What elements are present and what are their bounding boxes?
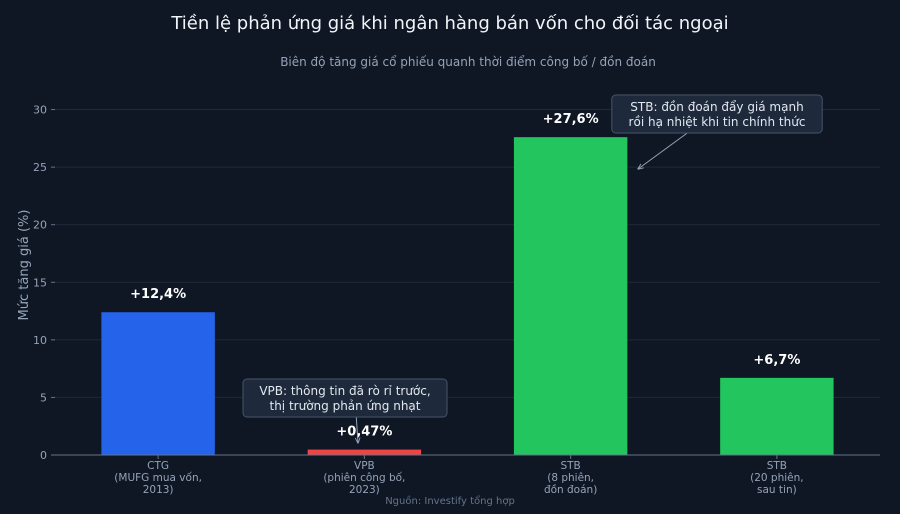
bar: [513, 137, 628, 455]
y-axis-ticks: 0 5 10 15 20 25 30: [33, 104, 55, 462]
chart-title: Tiền lệ phản ứng giá khi ngân hàng bán v…: [170, 13, 728, 34]
bar: [307, 449, 422, 455]
x-tick-label: (phiên công bố,: [323, 472, 405, 484]
bars: [101, 137, 834, 455]
x-tick-label: (20 phiên,: [750, 472, 803, 484]
x-tick-label: CTG: [147, 460, 169, 472]
value-label: +6,7%: [753, 353, 800, 368]
bar: [720, 377, 834, 455]
y-tick-label: 0: [40, 449, 47, 462]
x-tick-label: (8 phiên,: [547, 472, 594, 484]
y-tick-label: 25: [33, 161, 47, 174]
source-note: Nguồn: Investify tổng hợp: [385, 494, 515, 507]
annotation-arrow: [356, 412, 358, 443]
value-label: +27,6%: [543, 112, 599, 127]
value-labels: +12,4% +0,47% +27,6% +6,7%: [130, 112, 800, 439]
x-tick-label: (MUFG mua vốn,: [114, 472, 202, 484]
y-axis-label: Mức tăng giá (%): [17, 210, 32, 321]
y-tick-label: 10: [33, 334, 47, 347]
annotation-text: STB: đồn đoán đẩy giá mạnh: [630, 100, 803, 114]
x-tick-label: sau tin): [757, 484, 797, 496]
x-tick-label: 2023): [349, 484, 380, 496]
y-tick-label: 20: [33, 219, 47, 232]
annotation-arrow: [638, 130, 691, 169]
annotations: VPB: thông tin đã rò rỉ trước,thị trường…: [242, 94, 823, 443]
x-tick-label: 2013): [143, 484, 174, 496]
annotation-box: [611, 94, 823, 134]
x-axis-ticks: CTG(MUFG mua vốn,2013) VPB(phiên công bố,…: [114, 455, 804, 496]
annotation-box: [242, 378, 448, 418]
value-label: +0,47%: [336, 425, 392, 440]
x-tick-label: STB: [560, 460, 580, 472]
x-tick-label: VPB: [354, 460, 375, 472]
value-label: +12,4%: [130, 287, 186, 302]
annotation-text: thị trường phản ứng nhạt: [270, 399, 421, 413]
x-tick-label: STB: [767, 460, 787, 472]
y-tick-label: 15: [33, 276, 47, 289]
x-tick-label: đồn đoán): [544, 484, 597, 496]
annotation-text: VPB: thông tin đã rò rỉ trước,: [259, 384, 430, 398]
annotation-text: rồi hạ nhiệt khi tin chính thức: [629, 115, 806, 129]
y-tick-label: 30: [33, 104, 47, 117]
bar: [101, 312, 215, 455]
y-tick-label: 5: [40, 391, 47, 404]
chart-subtitle: Biên độ tăng giá cổ phiếu quanh thời điể…: [280, 55, 656, 69]
